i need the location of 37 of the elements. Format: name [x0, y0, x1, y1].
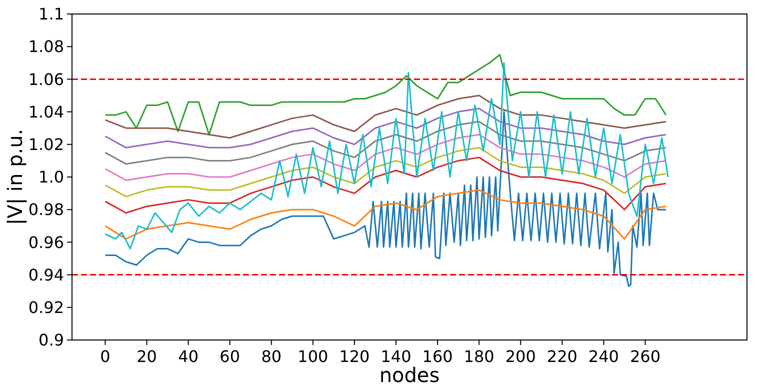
line-series [104, 62, 669, 250]
x-tick-label: 60 [220, 347, 240, 366]
x-tick-label: 0 [100, 347, 110, 366]
line-series [104, 54, 667, 136]
y-tick-label: 0.98 [28, 200, 64, 220]
x-tick-label: 160 [422, 347, 453, 366]
y-tick-label: 1.1 [38, 4, 64, 24]
y-tick-label: 0.9 [38, 330, 64, 350]
x-tick-label: 120 [339, 347, 370, 366]
line-series [104, 156, 667, 214]
line-series [104, 189, 667, 240]
y-tick-label: 0.92 [28, 298, 64, 317]
x-tick-label: 220 [546, 347, 578, 366]
y-tick-label: 1.02 [28, 135, 64, 154]
line-series [104, 108, 667, 148]
line-series [104, 111, 667, 287]
y-tick-label: 1.06 [28, 70, 64, 89]
x-tick-label: 20 [136, 347, 157, 366]
x-axis-title: nodes [379, 363, 440, 387]
y-axis-title: |V| in p.u. [3, 128, 27, 226]
line-series [104, 134, 667, 182]
x-tick-label: 100 [298, 347, 328, 366]
x-tick-label: 240 [588, 347, 619, 366]
x-tick-label: 180 [464, 347, 494, 366]
y-tick-label: 1.0 [38, 168, 64, 187]
line-series [104, 94, 667, 139]
line-series [104, 146, 667, 198]
y-tick-label: 0.94 [28, 265, 64, 284]
y-tick-label: 1.08 [28, 37, 64, 56]
x-tick-label: 260 [630, 347, 661, 366]
line-series [104, 120, 667, 165]
x-tick-label: 200 [505, 347, 536, 366]
x-tick-label: 80 [261, 347, 282, 366]
x-tick-label: 140 [380, 347, 412, 366]
x-tick-label: 40 [178, 347, 198, 366]
y-tick-label: 0.96 [28, 232, 64, 252]
y-tick-label: 1.04 [28, 102, 64, 122]
